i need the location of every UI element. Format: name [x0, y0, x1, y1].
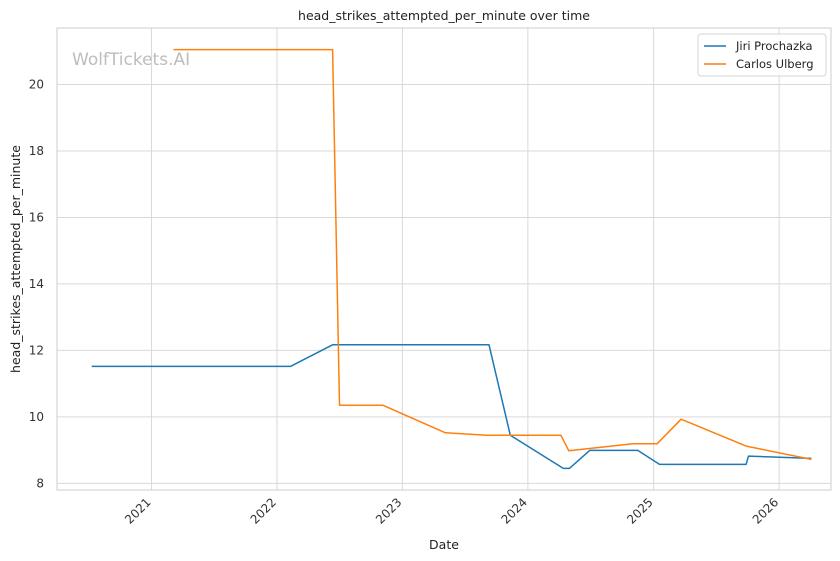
y-tick-label: 16 — [29, 210, 44, 224]
y-tick-label: 10 — [29, 410, 44, 424]
y-tick-label: 14 — [29, 277, 44, 291]
series-lines — [91, 48, 812, 470]
y-axis-label: head_strikes_attempted_per_minute — [8, 145, 23, 373]
series-line-carlos-ulberg — [173, 48, 812, 461]
grid — [57, 28, 831, 490]
plot-frame — [56, 27, 832, 491]
x-axis-label: Date — [429, 537, 459, 552]
y-tick-label: 8 — [36, 476, 44, 490]
chart-title: head_strikes_attempted_per_minute over t… — [298, 8, 590, 23]
series-line-jiri-prochazka — [91, 344, 812, 470]
y-tick-labels: 8 10 12 14 16 18 20 — [29, 78, 44, 491]
legend-box — [697, 33, 827, 77]
y-tick-label: 12 — [29, 343, 44, 357]
legend-label-carlos-ulberg: Carlos Ulberg — [736, 57, 814, 71]
legend: Jiri Prochazka Carlos Ulberg — [697, 33, 827, 77]
watermark: WolfTickets.AI — [72, 50, 190, 70]
y-tick-label: 20 — [29, 78, 44, 92]
y-tick-label: 18 — [29, 144, 44, 158]
legend-label-jiri-prochazka: Jiri Prochazka — [735, 39, 813, 53]
